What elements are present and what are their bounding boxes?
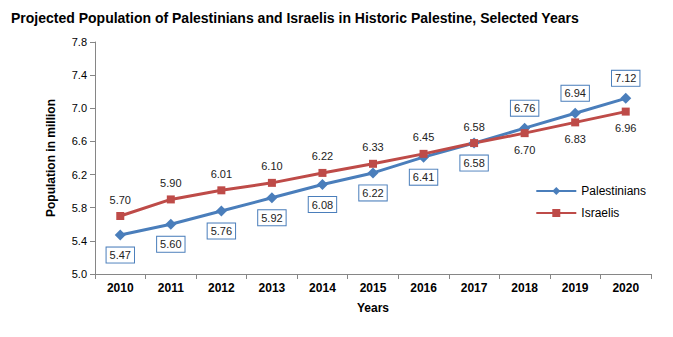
svg-text:2017: 2017 [461, 281, 488, 295]
svg-text:5.70: 5.70 [110, 194, 131, 206]
svg-text:5.76: 5.76 [211, 225, 232, 237]
svg-text:2015: 2015 [360, 281, 387, 295]
svg-text:5.92: 5.92 [261, 212, 282, 224]
svg-text:Israelis: Israelis [581, 206, 619, 220]
svg-text:2016: 2016 [410, 281, 437, 295]
svg-text:Projected Population of Palest: Projected Population of Palestinians and… [11, 10, 579, 26]
svg-text:2020: 2020 [612, 281, 639, 295]
svg-text:5.47: 5.47 [110, 249, 131, 261]
svg-text:6.94: 6.94 [564, 87, 585, 99]
svg-text:6.33: 6.33 [362, 141, 383, 153]
svg-text:5.90: 5.90 [160, 177, 181, 189]
svg-text:6.08: 6.08 [312, 199, 333, 211]
svg-text:5.4: 5.4 [72, 235, 87, 247]
svg-text:6.6: 6.6 [72, 135, 87, 147]
svg-text:5.60: 5.60 [160, 238, 181, 250]
svg-text:Population in million: Population in million [44, 99, 58, 217]
svg-text:2019: 2019 [562, 281, 589, 295]
svg-text:7.0: 7.0 [72, 102, 87, 114]
svg-text:2014: 2014 [309, 281, 336, 295]
svg-text:6.58: 6.58 [463, 157, 484, 169]
svg-text:2011: 2011 [158, 281, 184, 295]
svg-text:6.45: 6.45 [413, 131, 434, 143]
svg-text:Palestinians: Palestinians [581, 184, 646, 198]
svg-text:7.8: 7.8 [72, 36, 87, 48]
svg-text:7.12: 7.12 [615, 72, 636, 84]
svg-text:6.22: 6.22 [312, 150, 333, 162]
svg-text:2012: 2012 [208, 281, 235, 295]
svg-text:6.70: 6.70 [514, 144, 535, 156]
svg-text:6.96: 6.96 [615, 122, 636, 134]
svg-text:7.4: 7.4 [72, 69, 87, 81]
svg-text:6.01: 6.01 [211, 168, 232, 180]
svg-text:6.10: 6.10 [261, 160, 282, 172]
svg-text:6.22: 6.22 [362, 187, 383, 199]
svg-text:2010: 2010 [107, 281, 134, 295]
svg-text:6.76: 6.76 [514, 102, 535, 114]
svg-text:5.8: 5.8 [72, 202, 87, 214]
svg-text:6.58: 6.58 [463, 121, 484, 133]
svg-text:6.83: 6.83 [564, 133, 585, 145]
svg-text:5.0: 5.0 [72, 268, 87, 280]
svg-text:6.41: 6.41 [413, 171, 434, 183]
svg-text:Years: Years [357, 301, 389, 315]
svg-text:2018: 2018 [511, 281, 538, 295]
svg-text:2013: 2013 [259, 281, 286, 295]
svg-text:6.2: 6.2 [72, 169, 87, 181]
